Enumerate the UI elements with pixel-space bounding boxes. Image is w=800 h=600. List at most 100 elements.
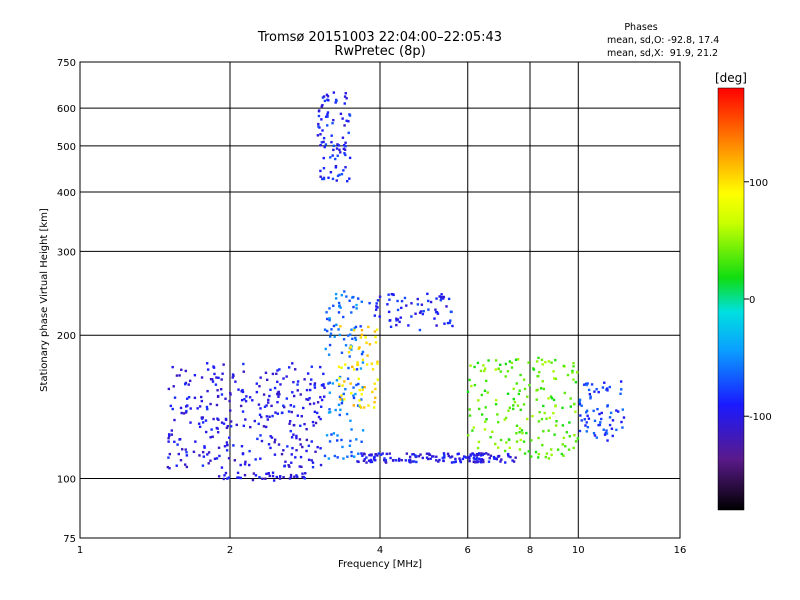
data-point	[360, 333, 364, 336]
data-point	[288, 477, 292, 480]
data-point	[241, 388, 244, 392]
stats-line-o: mean, sd,O: -92.8, 17.4	[607, 35, 719, 46]
data-point	[185, 397, 189, 400]
data-point	[347, 120, 350, 123]
data-point	[213, 457, 217, 460]
data-point	[544, 455, 547, 459]
data-point	[599, 421, 602, 424]
data-point	[260, 439, 264, 443]
data-point	[225, 441, 229, 444]
data-point	[337, 403, 341, 406]
data-point	[206, 407, 209, 411]
data-point	[290, 410, 293, 414]
data-point	[291, 362, 294, 365]
data-point	[548, 416, 551, 420]
data-point	[320, 105, 323, 108]
data-point	[285, 375, 288, 378]
data-point	[345, 412, 349, 416]
data-point	[328, 319, 331, 322]
data-point	[554, 358, 557, 362]
data-point	[378, 295, 382, 298]
data-point	[329, 171, 333, 174]
data-point	[509, 455, 512, 459]
data-point	[358, 388, 361, 392]
data-point	[358, 399, 361, 402]
data-point	[167, 387, 171, 391]
data-point	[252, 472, 256, 475]
data-point	[223, 474, 226, 477]
data-point	[506, 392, 510, 396]
data-point	[517, 392, 521, 396]
data-point	[463, 455, 467, 459]
data-point	[258, 476, 261, 479]
data-point	[483, 389, 487, 393]
data-point	[248, 449, 251, 453]
data-point	[358, 346, 361, 349]
data-point	[497, 367, 500, 370]
data-point	[512, 407, 515, 411]
data-point	[305, 388, 309, 392]
data-point	[363, 385, 366, 389]
data-point	[206, 389, 209, 393]
data-point	[307, 398, 310, 401]
data-point	[589, 395, 592, 398]
data-point	[187, 396, 191, 399]
data-point	[228, 436, 231, 439]
data-point	[339, 112, 343, 116]
data-point	[288, 465, 291, 468]
data-point	[608, 385, 612, 389]
data-point	[414, 454, 417, 457]
data-point	[391, 459, 395, 462]
data-point	[440, 293, 443, 296]
data-point	[400, 458, 403, 462]
data-point	[314, 450, 317, 453]
data-point	[352, 396, 356, 400]
data-point	[283, 465, 286, 468]
data-point	[175, 374, 179, 377]
data-point	[585, 430, 588, 433]
data-point	[344, 92, 347, 95]
data-point	[317, 122, 320, 126]
data-point	[611, 419, 615, 422]
data-point	[461, 457, 465, 461]
data-point	[205, 405, 209, 409]
data-point	[374, 335, 377, 339]
data-point	[278, 475, 282, 478]
data-point	[542, 430, 545, 433]
data-point	[334, 166, 338, 169]
data-point	[494, 359, 498, 362]
data-point	[222, 363, 225, 366]
data-point	[328, 307, 331, 310]
data-point	[491, 430, 494, 433]
data-point	[259, 407, 262, 410]
data-point	[426, 292, 429, 296]
data-point	[473, 457, 476, 461]
data-point	[173, 418, 176, 422]
data-point	[504, 362, 508, 366]
data-point	[270, 404, 273, 408]
data-point	[340, 438, 343, 442]
data-point	[403, 296, 407, 300]
data-point	[352, 305, 355, 309]
data-point	[328, 440, 332, 443]
data-point	[508, 360, 512, 363]
data-point	[515, 424, 519, 427]
data-point	[396, 318, 400, 321]
data-point	[617, 410, 620, 413]
data-point	[241, 452, 245, 455]
data-point	[507, 438, 511, 441]
data-point	[481, 458, 485, 462]
data-point	[233, 459, 237, 462]
data-point	[207, 462, 210, 465]
data-point	[335, 179, 338, 182]
data-point	[301, 472, 304, 475]
data-point	[556, 448, 560, 451]
data-point	[187, 383, 190, 386]
data-point	[425, 456, 429, 459]
x-tick-label: 8	[527, 545, 533, 556]
data-point	[433, 317, 436, 320]
data-point	[347, 366, 350, 370]
data-point	[511, 459, 514, 462]
data-point	[373, 330, 377, 333]
data-point	[397, 457, 401, 461]
